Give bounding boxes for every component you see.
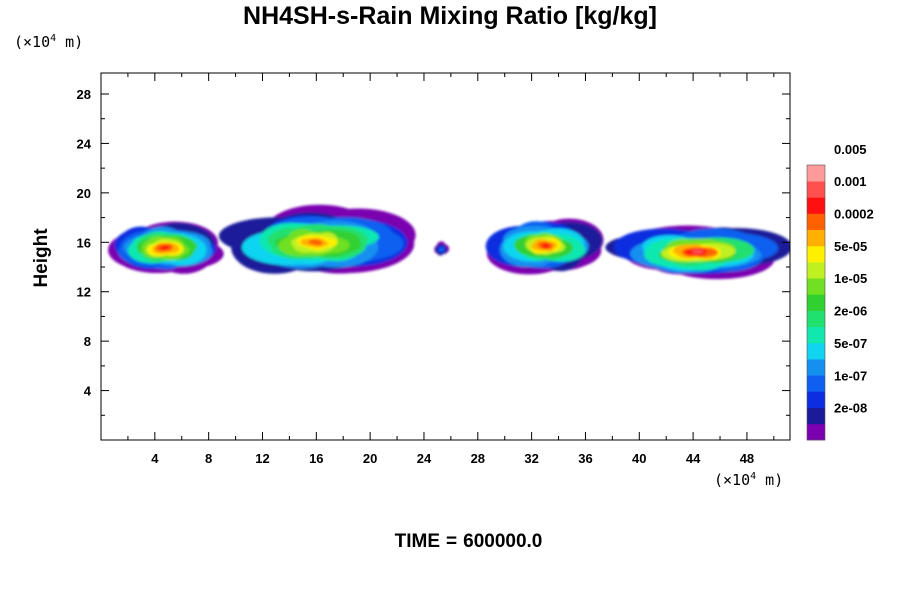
x-tick-label: 16 bbox=[309, 451, 323, 466]
x-tick-label: 4 bbox=[151, 451, 159, 466]
cloud-region-small-cell bbox=[434, 241, 450, 256]
cloud-region-main-anvil bbox=[218, 204, 416, 274]
colorbar-swatch bbox=[807, 407, 825, 425]
y-tick-label: 20 bbox=[77, 186, 91, 201]
colorbar-label: 5e-05 bbox=[834, 239, 867, 254]
x-tick-label: 32 bbox=[524, 451, 538, 466]
colorbar-swatch bbox=[807, 326, 825, 344]
y-tick-label: 12 bbox=[77, 285, 91, 300]
y-tick-label: 4 bbox=[84, 384, 92, 399]
cloud-contour-fill bbox=[162, 245, 169, 251]
x-tick-label: 24 bbox=[417, 451, 432, 466]
y-tick-label: 24 bbox=[77, 136, 92, 151]
colorbar-label: 1e-07 bbox=[834, 368, 867, 383]
y-tick-label: 16 bbox=[77, 235, 91, 250]
chart-title: NH4SH-s-Rain Mixing Ratio [kg/kg] bbox=[243, 2, 657, 30]
colorbar-swatch bbox=[807, 342, 825, 360]
y-tick-label: 28 bbox=[77, 87, 91, 102]
cloud-contour-fill bbox=[440, 247, 445, 252]
x-tick-label: 28 bbox=[471, 451, 485, 466]
x-tick-label: 12 bbox=[255, 451, 269, 466]
x-tick-label: 48 bbox=[740, 451, 754, 466]
colorbar-label: 0.0002 bbox=[834, 207, 874, 222]
colorbar-frame bbox=[806, 164, 826, 441]
colorbar-swatch bbox=[807, 359, 825, 376]
cloud-contour-fill bbox=[543, 244, 551, 248]
colorbar-label: 5e-07 bbox=[834, 336, 867, 351]
cloud-region-left-edge bbox=[108, 221, 224, 274]
cloud-contour-fill bbox=[696, 249, 704, 254]
colorbar-label: 0.001 bbox=[834, 174, 867, 189]
x-tick-label: 36 bbox=[578, 451, 592, 466]
colorbar-swatch bbox=[807, 229, 825, 247]
x-tick-label: 44 bbox=[686, 451, 701, 466]
colorbar-swatch bbox=[807, 245, 825, 263]
cloud-region-middle-cell bbox=[485, 218, 604, 275]
plot-frame bbox=[100, 72, 791, 441]
cloud-contour-fill bbox=[311, 239, 319, 245]
cloud-region-right-band bbox=[605, 225, 790, 280]
colorbar-swatch bbox=[807, 262, 825, 279]
colorbar-swatch bbox=[807, 423, 825, 441]
colorbar-swatch bbox=[807, 391, 825, 408]
colorbar-swatch bbox=[807, 278, 825, 295]
x-tick-label: 8 bbox=[205, 451, 212, 466]
x-tick-label: 40 bbox=[632, 451, 646, 466]
time-label: TIME = 600000.0 bbox=[394, 531, 543, 552]
colorbar-swatch bbox=[807, 213, 825, 231]
colorbar-label: 2e-06 bbox=[834, 304, 867, 319]
y-tick-label: 8 bbox=[84, 334, 91, 349]
colorbar-label: 1e-05 bbox=[834, 271, 867, 286]
colorbar-swatch bbox=[807, 197, 825, 214]
colorbar-swatch bbox=[807, 294, 825, 311]
x-unit-label: (×104 m) bbox=[714, 471, 784, 489]
colorbar-label: 2e-08 bbox=[834, 401, 867, 416]
y-unit-label: (×104 m) bbox=[14, 33, 84, 51]
x-tick-label: 20 bbox=[363, 451, 377, 466]
colorbar-swatch bbox=[807, 375, 825, 392]
colorbar-swatch bbox=[807, 181, 825, 198]
colorbar-swatch bbox=[807, 165, 825, 182]
colorbar-label: 0.005 bbox=[834, 142, 867, 157]
colorbar-swatch bbox=[807, 310, 825, 328]
